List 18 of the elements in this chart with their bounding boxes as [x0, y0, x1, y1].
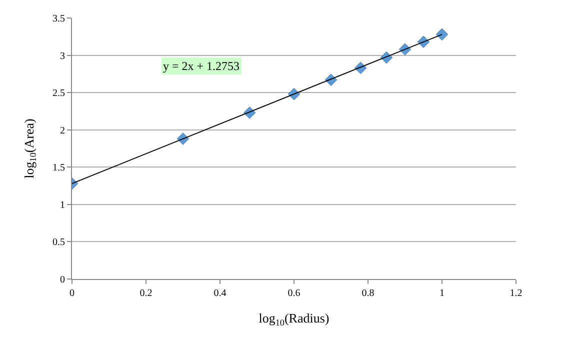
point: [436, 28, 448, 41]
y-tick-label: 1.5: [52, 162, 65, 174]
x-axis-title: log$_{10}$(Radius): [258, 310, 330, 328]
x-tick-label: 0.8: [362, 288, 374, 299]
y-tick-label: 0.5: [52, 237, 65, 248]
x-tick-label: 1: [440, 288, 444, 299]
x-tick-label: 0.2: [140, 288, 152, 299]
y-tick-label: 1: [60, 200, 65, 211]
y-tick-label: 2.5: [52, 88, 65, 100]
annotation: y = 2x + 1.2753: [163, 59, 240, 73]
x-tick-label: 0.4: [214, 288, 226, 299]
y-tick-label: 0: [60, 274, 65, 286]
y-tick-label: 3: [60, 50, 65, 62]
x-tick-label: 0.6: [288, 288, 300, 299]
x-tick-label: 0: [70, 288, 74, 299]
y-tick-label: 2: [60, 125, 65, 136]
x-tick-label: 1.2: [510, 288, 522, 299]
y-tick-label: 3.5: [52, 14, 65, 24]
